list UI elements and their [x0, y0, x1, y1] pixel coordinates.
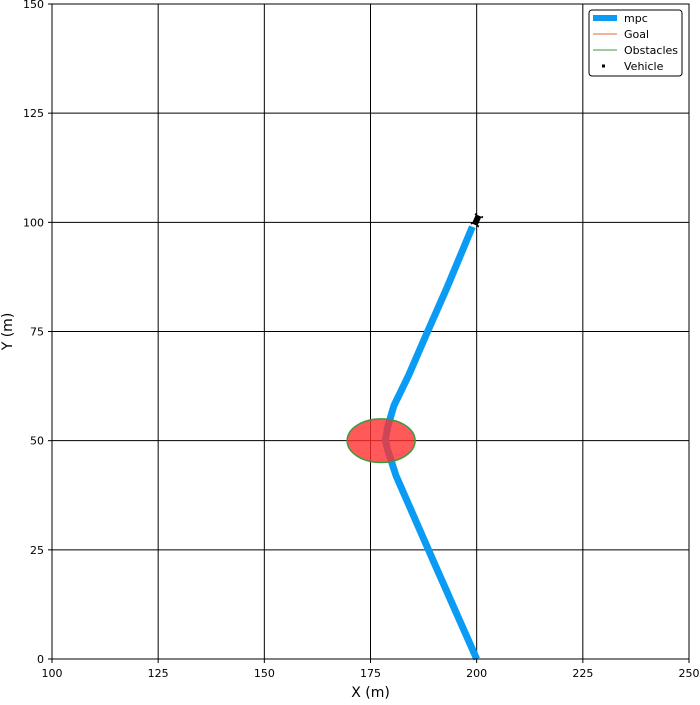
x-tick-label: 225: [572, 667, 593, 680]
x-tick-label: 200: [466, 667, 487, 680]
legend-swatch-vehicle: [602, 64, 605, 68]
obstacle-layer: [346, 418, 416, 464]
legend-label: Obstacles: [624, 44, 678, 57]
legend: mpc Goal Obstacles Vehicle: [588, 9, 683, 77]
vehicle-body: [471, 214, 482, 226]
legend-box: [588, 9, 683, 77]
legend-label: Vehicle: [624, 60, 664, 73]
y-tick-label: 50: [30, 435, 44, 448]
tick-layer: 100 125 150 175 200 225 250 0 25 50 75 100 125 150: [23, 0, 700, 680]
y-tick-label: 25: [30, 544, 44, 557]
y-tick-label: 0: [37, 653, 44, 666]
vehicle-wheel: [474, 213, 477, 216]
vehicle-marker: [470, 213, 484, 228]
x-tick-label: 175: [360, 667, 381, 680]
vehicle-layer: [470, 213, 484, 228]
y-tick-label: 150: [23, 0, 44, 11]
y-tick-label: 100: [23, 216, 44, 229]
x-tick-label: 150: [254, 667, 275, 680]
x-tick-label: 100: [42, 667, 63, 680]
y-axis-label: Y (m): [0, 313, 16, 352]
legend-label: mpc: [624, 12, 648, 25]
obstacle-ellipse: [346, 418, 416, 464]
x-tick-label: 250: [679, 667, 700, 680]
vehicle-wheel: [476, 225, 480, 228]
vehicle-wheel: [470, 222, 473, 225]
x-axis-label: X (m): [351, 685, 390, 700]
x-tick-label: 125: [148, 667, 169, 680]
y-tick-label: 125: [23, 107, 44, 120]
legend-label: Goal: [624, 28, 649, 41]
vehicle-wheel: [481, 215, 484, 219]
y-tick-label: 75: [30, 326, 44, 339]
